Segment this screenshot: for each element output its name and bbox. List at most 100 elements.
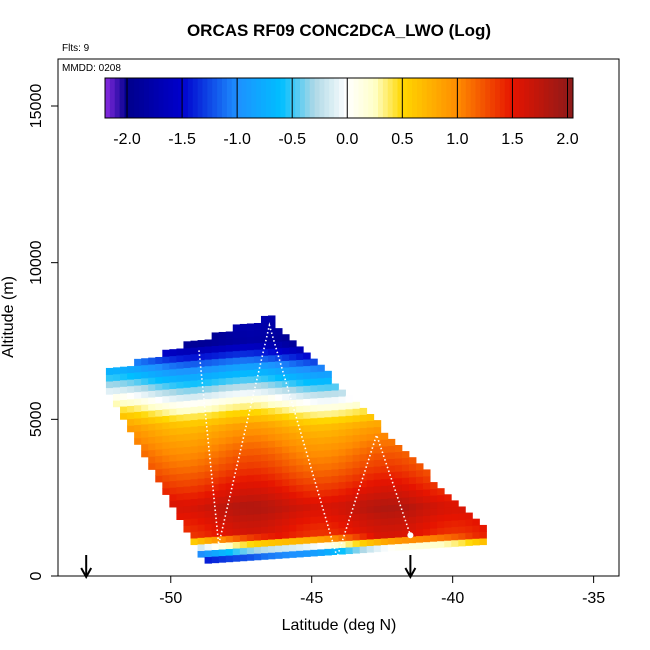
heatmap-cell [134, 398, 142, 406]
heatmap-cell [331, 409, 339, 417]
heatmap-cell [310, 444, 318, 452]
heatmap-cell [359, 532, 368, 540]
heatmap-cell [458, 513, 466, 521]
heatmap-cell [260, 487, 269, 494]
heatmap-cell [352, 461, 361, 469]
heatmap-cell [148, 423, 156, 431]
heatmap-cell [338, 481, 346, 489]
heatmap-cell [366, 479, 375, 487]
heatmap-cell [162, 461, 170, 469]
heatmap-cell [451, 539, 459, 547]
heatmap-cell [260, 322, 269, 330]
heatmap-cell [324, 502, 332, 510]
heatmap-cell [197, 340, 205, 348]
heatmap-cell [310, 463, 318, 471]
heatmap-cell [225, 502, 234, 510]
heatmap-cell [317, 391, 325, 399]
colorbar-segment [241, 78, 247, 118]
heatmap-cell [289, 392, 297, 400]
heatmap-cell [359, 513, 368, 521]
heatmap-cell [317, 410, 325, 418]
heatmap-cell [444, 533, 452, 541]
heatmap-cell [225, 469, 234, 477]
heatmap-cell [331, 383, 339, 391]
y-tick-label: 15000 [28, 84, 45, 129]
heatmap-cell [366, 473, 375, 481]
colorbar-segment [256, 78, 262, 118]
heatmap-cell [155, 435, 163, 443]
heatmap-cell [176, 388, 184, 395]
heatmap-cell [190, 459, 198, 467]
heatmap-cell [239, 501, 248, 509]
heatmap-cell [253, 441, 262, 449]
heatmap-cell [352, 421, 361, 429]
heatmap-cell [232, 436, 241, 444]
heatmap-cell [239, 481, 248, 489]
colorbar-tick-label: -1.5 [168, 131, 196, 148]
heatmap-cell [120, 412, 128, 420]
heatmap-cell [211, 431, 220, 439]
heatmap-cell [169, 395, 177, 403]
heatmap-cell [352, 434, 361, 442]
heatmap-cell [338, 468, 346, 476]
heatmap-cell [204, 405, 213, 413]
heatmap-cell [430, 514, 438, 522]
heatmap-cell [225, 390, 234, 398]
heatmap-cell [162, 362, 170, 370]
heatmap-cell [275, 420, 283, 428]
heatmap-cell [345, 468, 353, 476]
heatmap-cell [268, 414, 276, 422]
colorbar-segment [334, 78, 340, 118]
heatmap-cell [268, 427, 276, 435]
heatmap-cell [183, 459, 191, 467]
colorbar-segment [168, 78, 174, 118]
heatmap-cell [134, 378, 142, 386]
colorbar-segment [207, 78, 213, 118]
heatmap-cell [211, 496, 220, 504]
heatmap-cell [303, 431, 311, 439]
heatmap-cell [324, 423, 332, 431]
heatmap-cell [253, 329, 262, 337]
heatmap-cell [197, 366, 205, 374]
heatmap-cell [317, 516, 325, 524]
heatmap-cell [282, 340, 290, 348]
heatmap-cell [204, 378, 213, 386]
heatmap-cell [345, 533, 353, 541]
heatmap-cell [317, 496, 325, 504]
heatmap-cell [416, 522, 424, 530]
heatmap-cell [289, 517, 297, 525]
heatmap-cell [296, 366, 304, 374]
heatmap-cell [444, 540, 452, 548]
heatmap-cell [331, 541, 339, 549]
heatmap-cell [401, 523, 410, 531]
heatmap-cell [282, 432, 290, 440]
heatmap-cell [253, 382, 262, 390]
heatmap-cell [253, 388, 262, 396]
heatmap-cell [296, 464, 304, 472]
colorbar-segment [548, 78, 554, 118]
colorbar-segment [402, 78, 408, 118]
heatmap-cell [218, 549, 227, 557]
heatmap-cell [239, 521, 248, 529]
heatmap-cell [268, 519, 276, 527]
heatmap-cell [352, 533, 361, 541]
heatmap-cell [218, 351, 227, 359]
heatmap-cell [260, 552, 269, 560]
heatmap-cell [373, 472, 382, 480]
heatmap-cell [324, 443, 332, 451]
heatmap-cell [352, 428, 361, 436]
heatmap-cell [303, 523, 311, 531]
heatmap-cell [331, 449, 339, 457]
heatmap-cell [183, 347, 191, 355]
heatmap-cell [134, 424, 142, 432]
heatmap-cell [204, 359, 213, 367]
heatmap-cell [268, 394, 276, 402]
heatmap-cell [268, 433, 276, 441]
heatmap-cell [253, 480, 262, 488]
heatmap-cell [246, 376, 255, 384]
heatmap-cell [317, 483, 325, 491]
heatmap-cell [289, 379, 297, 387]
heatmap-cell [289, 425, 297, 433]
heatmap-cell [260, 519, 269, 527]
heatmap-cell [345, 474, 353, 482]
